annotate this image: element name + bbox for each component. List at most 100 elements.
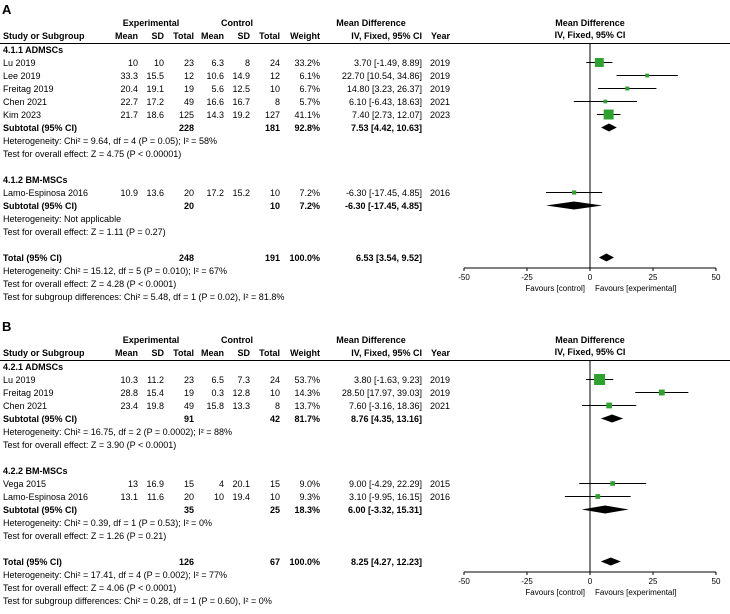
study-label: Lu 2019 bbox=[3, 58, 36, 68]
axis-tick-label: -50 bbox=[458, 577, 470, 586]
ctl-sd-cell: 8 bbox=[244, 58, 250, 68]
year-cell: 2019 bbox=[429, 84, 450, 94]
year-cell: 2019 bbox=[429, 388, 450, 398]
favours-left-label: Favours [control] bbox=[525, 284, 585, 293]
ctl-mean-cell: 17.2 bbox=[206, 188, 224, 198]
spacer bbox=[280, 17, 320, 30]
overall-effect-row: Test for overall effect: Z = 1.26 (P = 0… bbox=[0, 530, 730, 543]
exp-mean-cell: 22.7 bbox=[120, 97, 138, 107]
axis-tick-label: 50 bbox=[712, 577, 721, 586]
axis-tick-label: -25 bbox=[521, 273, 533, 282]
study-label: Chen 2021 bbox=[3, 401, 48, 411]
plot-title: Mean Difference bbox=[555, 335, 625, 345]
estimate-cell: 8.25 [4.27, 12.23] bbox=[350, 557, 422, 567]
exp-sd-cell: 15.5 bbox=[146, 71, 164, 81]
ctl-total-cell: 12 bbox=[269, 71, 280, 81]
ctl-total-cell: 181 bbox=[264, 123, 280, 133]
study-row: Freitag 2019 20.4 19.1 19 5.6 12.5 10 6.7% 14.80… bbox=[0, 83, 730, 96]
year-cell bbox=[422, 200, 450, 213]
forest-panel-B: B Experimental Control Mean Difference Study… bbox=[0, 319, 730, 607]
study-label: Freitag 2019 bbox=[3, 388, 54, 398]
study-row: Chen 2021 22.7 17.2 49 16.6 16.7 8 5.7% 6.10 [-6… bbox=[0, 96, 730, 109]
ctl-sd-cell: 7.3 bbox=[237, 375, 250, 385]
ctl-mean-cell bbox=[194, 122, 224, 135]
weight-header: Weight bbox=[290, 348, 320, 358]
year-cell: 2019 bbox=[429, 71, 450, 81]
study-label: Kim 2023 bbox=[3, 110, 42, 120]
exp-sd-cell: 16.9 bbox=[146, 479, 164, 489]
exp-total-cell: 23 bbox=[183, 58, 194, 68]
study-label: Freitag 2019 bbox=[3, 84, 54, 94]
exp-mean-cell: 23.4 bbox=[120, 401, 138, 411]
subgroup-name: 4.1.1 ADMSCs bbox=[3, 45, 64, 55]
subgroup-heading-row: 4.2.1 ADMSCs bbox=[0, 361, 730, 374]
overall-effect-text: Test for overall effect: Z = 4.75 (P < 0… bbox=[3, 149, 182, 159]
effect-square bbox=[572, 190, 577, 195]
estimate-cell: -6.30 [-17.45, 4.85] bbox=[344, 201, 422, 211]
exp-sd-cell: 10 bbox=[153, 58, 164, 68]
year-cell bbox=[422, 252, 450, 265]
ctl-total-cell: 25 bbox=[269, 505, 280, 515]
spacer bbox=[0, 334, 108, 347]
heterogeneity-text: Heterogeneity: Not applicable bbox=[3, 214, 122, 224]
axis-tick-label: 0 bbox=[588, 273, 593, 282]
exp-total-cell: 228 bbox=[178, 123, 194, 133]
spacer bbox=[0, 17, 108, 30]
footnote-row: Test for subgroup differences: Chi² = 5.… bbox=[0, 291, 730, 304]
effect-square bbox=[603, 109, 614, 120]
overall-effect-text: Test for overall effect: Z = 3.90 (P < 0… bbox=[3, 440, 177, 450]
estimate-cell: -6.30 [-17.45, 4.85] bbox=[345, 188, 422, 198]
effect-square bbox=[595, 494, 601, 499]
exp-total-header: Total bbox=[173, 348, 194, 358]
weight-cell: 6.1% bbox=[299, 71, 320, 81]
favours-right-label: Favours [experimental] bbox=[595, 588, 676, 597]
plot-subtitle: IV, Fixed, 95% CI bbox=[555, 30, 626, 40]
study-label: Vega 2015 bbox=[3, 479, 47, 489]
exp-total-cell: 49 bbox=[183, 97, 194, 107]
exp-mean-cell bbox=[108, 200, 138, 213]
exp-total-cell: 125 bbox=[178, 110, 194, 120]
ctl-mean-cell bbox=[194, 504, 224, 517]
footnote-text: Test for overall effect: Z = 4.28 (P < 0… bbox=[3, 279, 177, 289]
overall-effect-text: Test for overall effect: Z = 1.26 (P = 0… bbox=[3, 531, 167, 541]
ctl-total-cell: 24 bbox=[269, 375, 280, 385]
ctl-sd-cell bbox=[224, 504, 250, 517]
study-label: Subtotal (95% CI) bbox=[3, 414, 78, 424]
exp-total-cell: 126 bbox=[178, 557, 194, 567]
ctl-total-cell: 42 bbox=[269, 414, 280, 424]
study-row: Lu 2019 10 10 23 6.3 8 24 33.2% 3.70 [-1.49, 8.8… bbox=[0, 57, 730, 70]
estimate-cell: 6.00 [-3.32, 15.31] bbox=[347, 505, 422, 515]
ctl-mean-cell: 0.3 bbox=[211, 388, 224, 398]
weight-cell: 81.7% bbox=[294, 414, 320, 424]
year-cell bbox=[422, 556, 450, 569]
exp-mean-header: Mean bbox=[114, 31, 138, 41]
estimate-cell: 7.53 [4.42, 10.63] bbox=[350, 123, 422, 133]
exp-sd-cell: 11.2 bbox=[147, 375, 164, 385]
weight-cell: 7.2% bbox=[299, 201, 320, 211]
estimate-cell: 14.80 [3.23, 26.37] bbox=[346, 84, 422, 94]
exp-total-header: Total bbox=[173, 31, 194, 41]
overall-effect-row: Test for overall effect: Z = 3.90 (P < 0… bbox=[0, 439, 730, 452]
study-label: Total (95% CI) bbox=[3, 253, 62, 263]
study-row: Freitag 2019 28.8 15.4 19 0.3 12.8 10 14.3% 28.5… bbox=[0, 387, 730, 400]
study-column-header: Study or Subgroup bbox=[3, 31, 85, 41]
year-cell: 2021 bbox=[429, 401, 450, 411]
ctl-total-cell: 15 bbox=[269, 479, 280, 489]
panel-label: B bbox=[2, 319, 12, 334]
study-row: Lamo-Espinosa 2016 13.1 11.6 20 10 19.4 10 9.3%… bbox=[0, 491, 730, 504]
axis-tick-label: 25 bbox=[649, 577, 658, 586]
year-cell: 2019 bbox=[429, 58, 450, 68]
year-cell bbox=[422, 413, 450, 426]
heterogeneity-text: Heterogeneity: Chi² = 9.64, df = 4 (P = … bbox=[3, 136, 217, 146]
favours-right-label: Favours [experimental] bbox=[595, 284, 676, 293]
exp-mean-cell: 10.9 bbox=[120, 188, 138, 198]
footnote-text: Test for overall effect: Z = 4.06 (P < 0… bbox=[3, 583, 177, 593]
footnote-text: Heterogeneity: Chi² = 17.41, df = 4 (P =… bbox=[3, 570, 227, 580]
estimate-cell: 3.80 [-1.63, 9.23] bbox=[353, 375, 422, 385]
weight-cell: 5.7% bbox=[299, 97, 320, 107]
axis-tick-label: -50 bbox=[458, 273, 470, 282]
ctl-sd-cell: 14.9 bbox=[232, 71, 250, 81]
exp-mean-cell: 13 bbox=[127, 479, 138, 489]
ctl-mean-cell: 15.8 bbox=[206, 401, 224, 411]
ctl-total-cell: 8 bbox=[274, 97, 280, 107]
